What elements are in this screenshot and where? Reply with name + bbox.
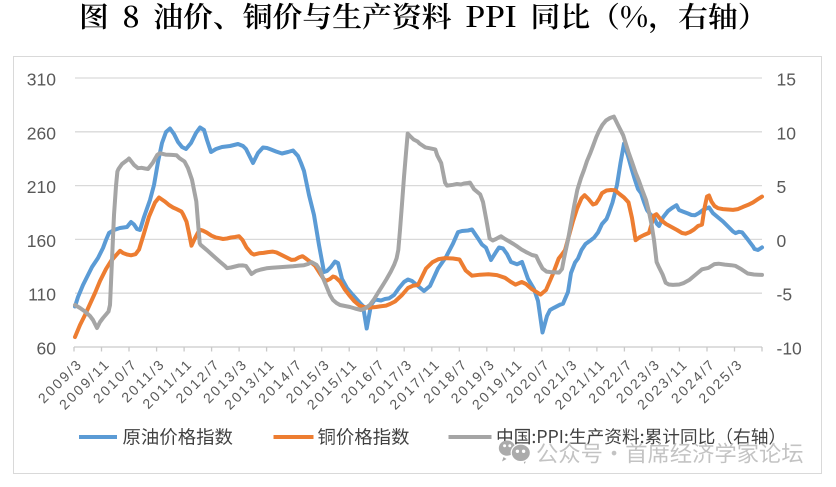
- svg-text:310: 310: [27, 70, 56, 90]
- svg-text:15: 15: [777, 70, 796, 90]
- svg-text:110: 110: [28, 285, 56, 305]
- svg-text:160: 160: [27, 231, 56, 251]
- svg-text:-10: -10: [777, 339, 803, 359]
- svg-text:60: 60: [37, 339, 57, 359]
- svg-text:210: 210: [27, 177, 56, 197]
- svg-text:260: 260: [27, 123, 56, 143]
- svg-text:0: 0: [777, 231, 787, 251]
- svg-text:10: 10: [777, 123, 797, 143]
- svg-text:-5: -5: [777, 285, 793, 305]
- svg-text:5: 5: [777, 177, 787, 197]
